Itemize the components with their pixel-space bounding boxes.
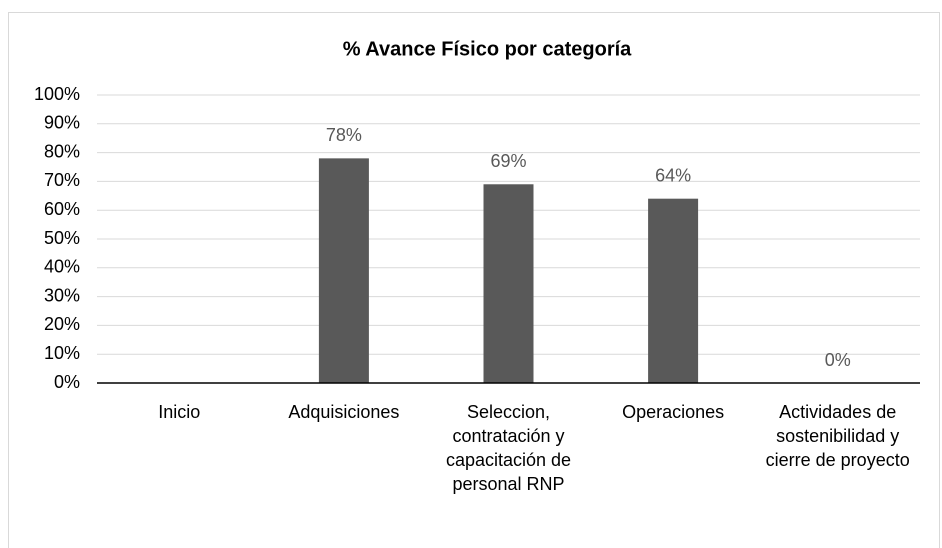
y-tick-label: 70% (44, 170, 80, 190)
data-label: 78% (326, 125, 362, 145)
data-label: 69% (490, 151, 526, 171)
x-tick-label: Operaciones (622, 402, 725, 422)
y-tick-label: 20% (44, 314, 80, 334)
chart-title: % Avance Físico por categoría (343, 38, 632, 60)
bar (648, 198, 699, 383)
y-tick-label: 30% (44, 285, 80, 305)
chart-frame (8, 12, 940, 548)
y-tick-label: 50% (44, 228, 80, 248)
y-tick-label: 80% (44, 141, 80, 161)
y-tick-label: 40% (44, 257, 80, 277)
y-tick-label: 60% (44, 199, 80, 219)
y-tick-label: 100% (34, 84, 80, 104)
data-label: 64% (655, 165, 691, 185)
y-tick-label: 0% (54, 372, 80, 392)
bar (483, 184, 534, 383)
x-tick-label: Seleccion, contratación y capacitación d… (445, 402, 572, 494)
x-tick-label: Adquisiciones (288, 402, 400, 422)
data-label: 0% (825, 350, 851, 370)
y-tick-label: 90% (44, 113, 80, 133)
x-tick-label: Inicio (158, 402, 201, 422)
y-tick-label: 10% (44, 343, 80, 363)
x-tick-label: Actividades de sostenibilidad y cierre d… (765, 402, 910, 470)
bar (318, 158, 369, 383)
